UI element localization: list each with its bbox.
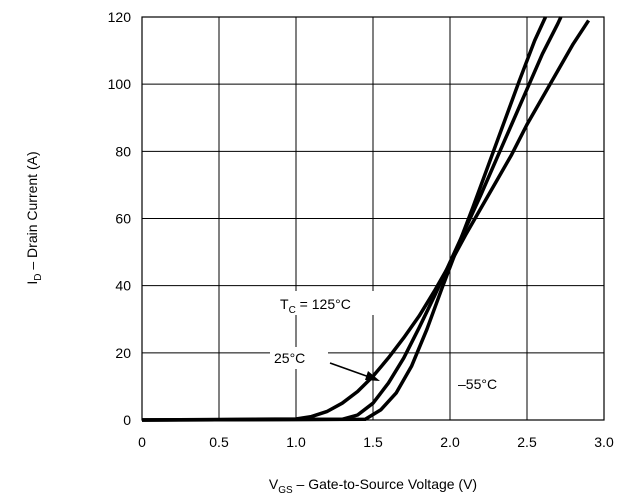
- curve-minus55c: [141, 16, 548, 422]
- y-tick-label: 20: [115, 345, 131, 361]
- grid: [142, 17, 604, 420]
- y-tick-label: 100: [108, 76, 132, 92]
- y-tick-labels: 0 20 40 60 80 100 120: [108, 9, 132, 428]
- annotation-tc: TC = 125°C: [280, 296, 351, 316]
- annotation-25c-arrow-line: [329, 362, 373, 379]
- annotation-25c-bg: [270, 347, 328, 369]
- x-tick-label: 1.5: [363, 434, 383, 450]
- x-tick-label: 0.5: [209, 434, 229, 450]
- y-tick-label: 40: [115, 278, 131, 294]
- x-axis-label: VGS – Gate-to-Source Voltage (V): [269, 476, 477, 496]
- plot-frame: [141, 16, 605, 421]
- x-tick-label: 1.0: [286, 434, 306, 450]
- y-tick-label: 120: [108, 9, 132, 25]
- annotation-tc-bg: [276, 291, 386, 315]
- y-axis-label: ID – Drain Current (A): [24, 151, 44, 284]
- curves: [141, 16, 591, 422]
- annotation-25c-arrow-head: [365, 371, 380, 381]
- annotation-cold-bg: [455, 372, 517, 394]
- y-tick-label: 80: [115, 143, 131, 159]
- annotation-25c: 25°C: [274, 350, 305, 366]
- curve-25c: [141, 16, 563, 422]
- curve-125c: [141, 19, 591, 422]
- x-tick-label: 3.0: [594, 434, 614, 450]
- y-tick-label: 60: [115, 211, 131, 227]
- x-tick-label: 2.5: [517, 434, 537, 450]
- annotation-cold: –55°C: [458, 376, 497, 392]
- x-tick-label: 2.0: [440, 434, 460, 450]
- x-tick-labels: 0 0.5 1.0 1.5 2.0 2.5 3.0: [138, 434, 614, 450]
- y-tick-label: 0: [123, 412, 131, 428]
- x-tick-label: 0: [138, 434, 146, 450]
